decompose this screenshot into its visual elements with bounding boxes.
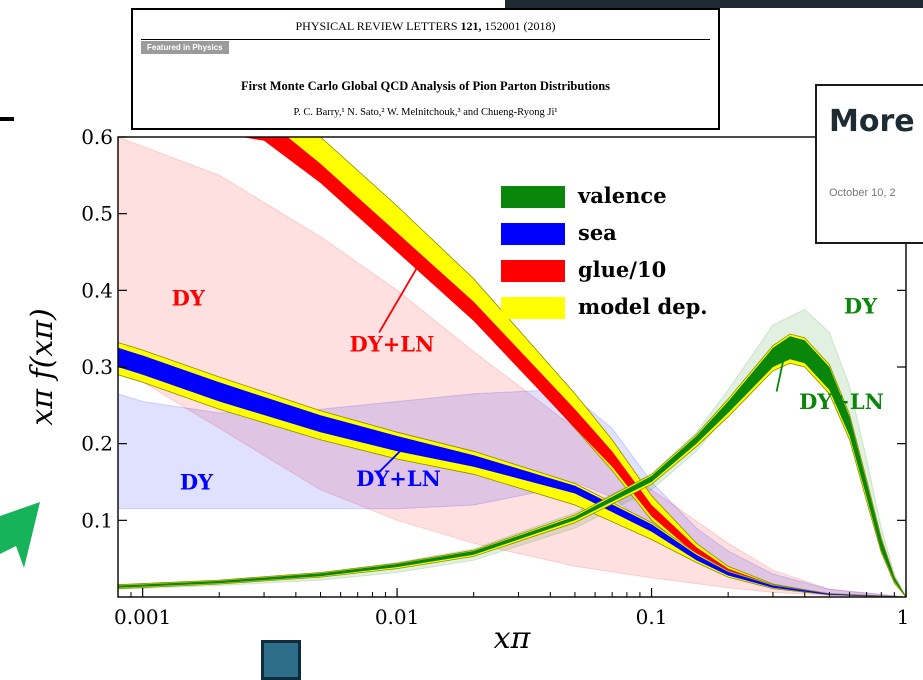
y-tick-label: 0.5 xyxy=(81,202,113,226)
legend-label-3: model dep. xyxy=(578,294,708,319)
band-label-dy: DY xyxy=(172,286,206,311)
y-tick-label: 0.1 xyxy=(81,508,113,532)
paper-header: PHYSICAL REVIEW LETTERS 121, 152001 (201… xyxy=(131,8,720,130)
paper-authors: P. C. Barry,¹ N. Sato,² W. Melnitchouk,³… xyxy=(293,107,558,118)
journal-citation: PHYSICAL REVIEW LETTERS 121, 152001 (201… xyxy=(133,19,718,34)
band-label-dy: DY xyxy=(844,293,878,318)
legend-swatch-3 xyxy=(501,297,565,319)
header-rule xyxy=(141,39,710,40)
legend-swatch-2 xyxy=(501,260,565,282)
pointer-line-0 xyxy=(378,266,419,333)
band-model-dep-valence xyxy=(118,333,906,597)
x-axis-label: xπ xyxy=(494,621,532,656)
green-arrow-icon xyxy=(0,502,40,568)
band-dyln-sea xyxy=(118,347,906,597)
legend-swatch-1 xyxy=(501,223,565,245)
legend-swatch-0 xyxy=(501,186,565,208)
pointer-line-2 xyxy=(775,343,788,392)
band-label-dy: DY xyxy=(180,470,214,495)
legend-label-0: valence xyxy=(577,183,667,208)
ticks-layer: 0.001 0.01 0.1 1 0.1 0.2 0.3 0.4 0.5 0.6 xyxy=(81,125,909,629)
band-label-dy-ln: DY+LN xyxy=(356,466,441,491)
top-dark-strip xyxy=(505,0,923,8)
x-tick-label: 0.001 xyxy=(114,605,171,629)
legend: valence sea glue/10 model dep. xyxy=(501,183,708,319)
journal-pages: 152001 (2018) xyxy=(481,19,556,33)
pointers-layer xyxy=(378,266,788,473)
journal-volume: 121, xyxy=(460,19,482,33)
x-tick-label: 0.1 xyxy=(636,605,668,629)
left-edge-mark xyxy=(0,117,14,121)
more-card-date: October 10, 2 xyxy=(829,187,896,199)
more-card[interactable]: More October 10, 2 xyxy=(815,84,923,244)
x-tick-label: 1 xyxy=(897,605,910,629)
bands-layer xyxy=(118,137,906,597)
y-tick-label: 0.6 xyxy=(81,125,113,149)
band-label-dy-ln: DY+LN xyxy=(350,332,435,357)
y-tick-label: 0.3 xyxy=(81,355,113,379)
y-axis-label: xπ f(xπ) xyxy=(25,308,60,425)
paper-title: First Monte Carlo Global QCD Analysis of… xyxy=(240,79,611,93)
x-axis-label-text: xπ xyxy=(494,621,532,656)
x-tick-label: 0.01 xyxy=(375,605,420,629)
annotations-layer: DY DY+LN DY DY+LN DY DY+LN xyxy=(172,286,884,495)
y-tick-label: 0.4 xyxy=(81,278,113,302)
band-label-dy-ln: DY+LN xyxy=(799,389,884,414)
y-axis-label-text: xπ f(xπ) xyxy=(25,308,60,425)
legend-label-2: glue/10 xyxy=(578,257,666,282)
y-tick-label: 0.2 xyxy=(81,432,113,456)
legend-label-1: sea xyxy=(578,220,617,245)
more-card-title: More xyxy=(829,104,915,139)
blue-square-icon xyxy=(261,640,301,680)
featured-badge: Featured in Physics xyxy=(141,41,229,54)
journal-name: PHYSICAL REVIEW LETTERS xyxy=(295,19,461,33)
band-dyln-glue-10 xyxy=(241,137,906,597)
pointer-line-1 xyxy=(378,443,409,473)
